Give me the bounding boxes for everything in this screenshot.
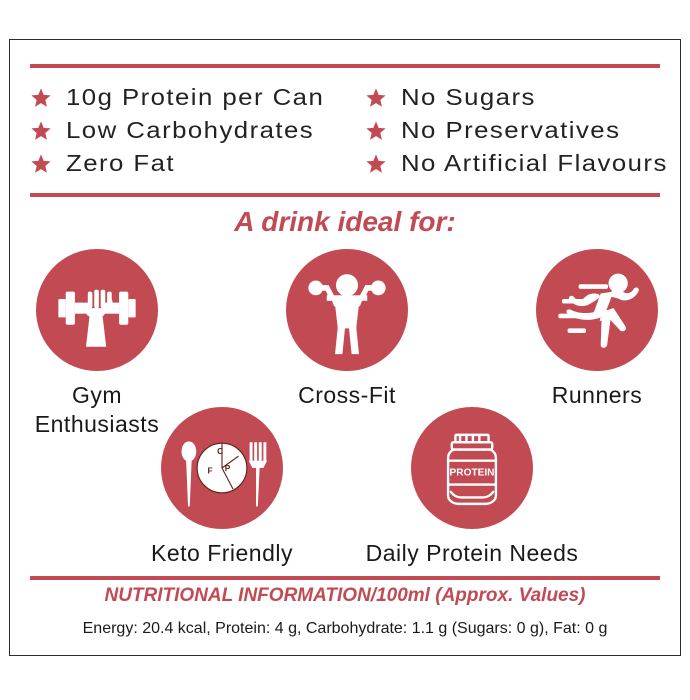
svg-text:P: P bbox=[225, 464, 231, 473]
svg-text:C: C bbox=[217, 447, 223, 456]
svg-text:PROTEIN: PROTEIN bbox=[450, 467, 495, 478]
svg-text:F: F bbox=[208, 467, 213, 476]
